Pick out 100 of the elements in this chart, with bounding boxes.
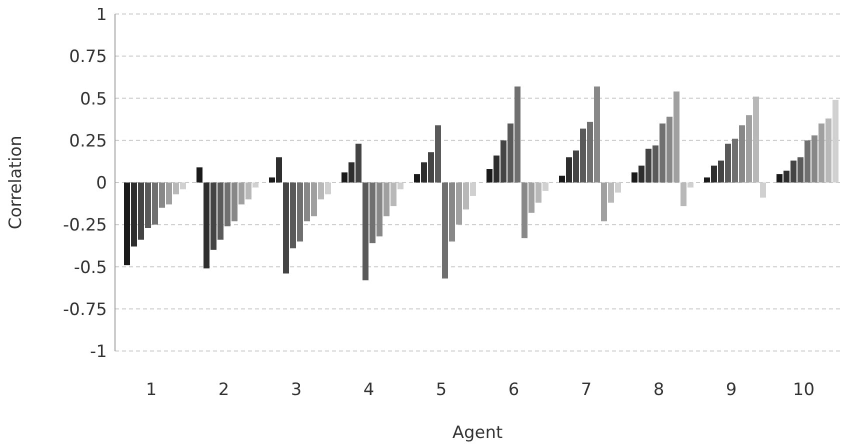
bar (238, 182, 244, 204)
y-tick-label: 0.5 (80, 89, 107, 110)
bar (638, 166, 644, 182)
bar (732, 138, 738, 182)
bar (159, 182, 165, 208)
bar (680, 182, 686, 206)
y-tick-label: -1 (90, 342, 107, 362)
bar (428, 152, 434, 182)
bar (342, 172, 348, 182)
bar (652, 145, 658, 182)
bar (138, 182, 144, 240)
bar (421, 162, 427, 182)
bar (646, 148, 652, 182)
bar (660, 124, 666, 182)
bar (601, 182, 607, 222)
bar (449, 182, 455, 242)
y-tick-label: 0.75 (69, 47, 107, 68)
bar (594, 86, 600, 182)
bar (798, 157, 804, 182)
bar (276, 157, 282, 182)
y-tick-label: 0.25 (69, 131, 107, 152)
bar (318, 182, 324, 200)
bar (384, 182, 390, 216)
bar (390, 182, 396, 206)
x-tick-label: 2 (218, 380, 230, 400)
bar (718, 160, 724, 182)
y-tick-label: 1 (96, 5, 107, 26)
bar (566, 157, 572, 182)
bar (224, 182, 230, 226)
bar (776, 174, 782, 182)
bar (297, 182, 303, 242)
bar (514, 86, 520, 182)
bar (486, 169, 492, 182)
bar (304, 182, 310, 222)
y-axis-title: Correlation (6, 136, 26, 230)
bar (463, 182, 469, 210)
bar (152, 182, 158, 225)
bar (784, 170, 790, 182)
bar (812, 135, 818, 182)
bar (124, 182, 130, 266)
bar (536, 182, 542, 203)
y-tick-label: -0.25 (63, 216, 107, 236)
bar (376, 182, 382, 236)
bar (290, 182, 296, 248)
x-tick-label: 3 (290, 380, 302, 400)
bar (632, 172, 638, 182)
bar (608, 182, 614, 203)
bar (131, 182, 137, 247)
bar (348, 162, 354, 182)
bar (269, 177, 275, 182)
bar (573, 150, 579, 182)
bar (587, 122, 593, 182)
bar (145, 182, 151, 228)
bar (196, 167, 202, 182)
bar (666, 116, 672, 182)
bar (739, 125, 745, 182)
bar (435, 125, 441, 182)
bar (210, 182, 216, 250)
bar (500, 140, 506, 182)
bar (414, 174, 420, 182)
x-tick-label: 8 (653, 380, 664, 400)
bar (711, 166, 717, 182)
bar (790, 160, 796, 182)
bar (818, 124, 824, 182)
x-tick-label: 5 (436, 380, 447, 400)
bar (204, 182, 210, 268)
bar (283, 182, 289, 274)
x-tick-label: 4 (363, 380, 374, 400)
x-tick-label: 1 (146, 380, 157, 400)
bar (456, 182, 462, 225)
bar (580, 128, 586, 182)
x-tick-label: 10 (792, 380, 815, 400)
bar (362, 182, 368, 280)
bar (232, 182, 238, 222)
bar (166, 182, 172, 204)
bar (356, 144, 362, 182)
bar (311, 182, 317, 216)
bar (370, 182, 376, 244)
bar (218, 182, 224, 240)
y-tick-label: 0 (96, 174, 107, 194)
bar (173, 182, 179, 194)
bar (508, 124, 514, 182)
x-tick-label: 6 (508, 380, 520, 400)
bar (522, 182, 528, 238)
bar (826, 118, 832, 182)
bar (725, 144, 731, 182)
bar (753, 96, 759, 182)
x-axis-title: Agent (452, 423, 503, 443)
bar (674, 92, 680, 182)
bar (704, 177, 710, 182)
bar (442, 182, 448, 279)
bar (746, 115, 752, 182)
y-tick-label: -0.5 (74, 258, 107, 278)
y-tick-label: -0.75 (63, 300, 107, 320)
x-tick-label: 7 (580, 380, 592, 400)
bar (494, 156, 500, 182)
bar (804, 140, 810, 182)
x-tick-label: 9 (726, 380, 737, 400)
bar (246, 182, 252, 200)
bar (559, 176, 565, 182)
